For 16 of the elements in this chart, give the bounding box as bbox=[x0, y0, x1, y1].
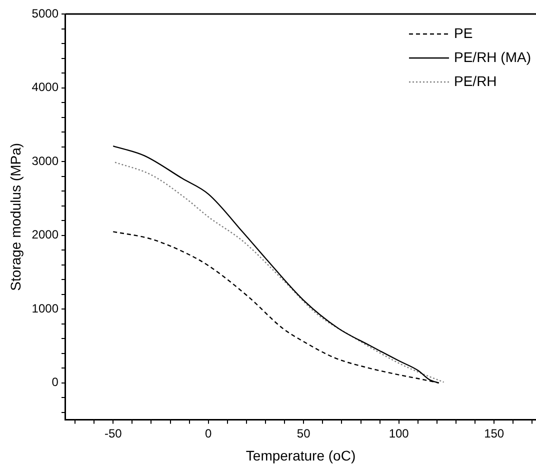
y-tick-label: 2000 bbox=[32, 228, 59, 242]
y-axis-title: Storage modulus (MPa) bbox=[7, 142, 24, 291]
y-tick-label: 4000 bbox=[32, 80, 59, 94]
y-tick-label: 3000 bbox=[32, 154, 59, 168]
x-tick-label: 50 bbox=[296, 426, 311, 440]
y-tick-label: 5000 bbox=[32, 6, 59, 20]
legend-label: PE/RH bbox=[454, 72, 497, 89]
y-tick-label: 0 bbox=[52, 375, 59, 390]
legend-label: PE bbox=[454, 24, 473, 41]
x-tick-label: 100 bbox=[388, 426, 410, 440]
x-axis-title: Temperature (oC) bbox=[246, 447, 356, 464]
y-tick-label: 1000 bbox=[32, 301, 59, 316]
x-tick-label: -50 bbox=[104, 426, 122, 440]
legend-label: PE/RH (MA) bbox=[454, 48, 531, 65]
x-tick-label: 0 bbox=[205, 426, 212, 440]
x-tick-label: 150 bbox=[484, 426, 504, 440]
